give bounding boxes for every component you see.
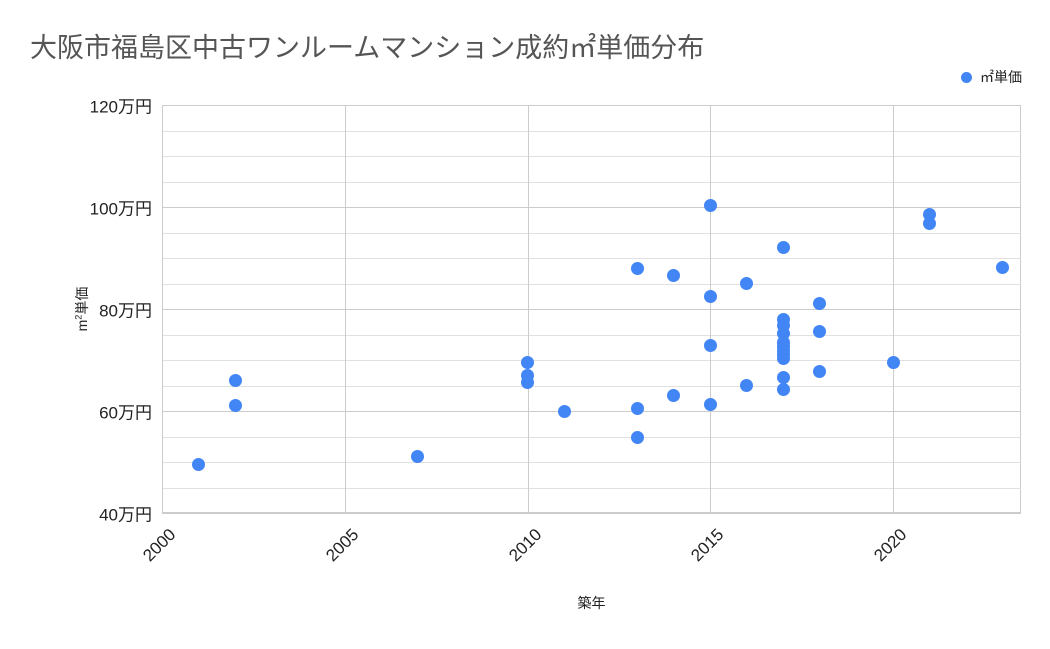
gridline-horizontal [162, 513, 1021, 514]
gridline-horizontal [162, 284, 1021, 285]
data-point[interactable] [630, 431, 644, 445]
data-point[interactable] [667, 389, 681, 403]
data-point[interactable] [813, 297, 827, 311]
data-point[interactable] [740, 379, 754, 392]
data-point[interactable] [667, 269, 681, 283]
gridline-vertical [528, 105, 529, 513]
x-axis-tick-label: 2015 [687, 525, 728, 566]
data-point[interactable] [996, 260, 1010, 274]
gridline-vertical [345, 105, 346, 513]
gridline-horizontal [162, 488, 1021, 489]
data-point[interactable] [630, 401, 644, 415]
x-axis-tick-label: 2005 [322, 525, 363, 566]
data-point[interactable] [557, 404, 571, 418]
data-point[interactable] [703, 199, 717, 213]
gridline-horizontal [162, 156, 1021, 157]
data-point[interactable] [776, 241, 790, 255]
data-point[interactable] [411, 450, 425, 464]
gridline-horizontal [162, 335, 1021, 336]
data-point[interactable] [886, 356, 900, 370]
data-point[interactable] [776, 383, 790, 397]
data-point[interactable] [228, 373, 242, 387]
gridline-horizontal [162, 386, 1021, 387]
x-axis-tick-label: 2000 [139, 525, 180, 566]
x-axis-tick-label: 2010 [504, 525, 545, 566]
data-point[interactable] [703, 397, 717, 411]
data-point[interactable] [630, 261, 644, 275]
x-axis-tick-label: 2020 [870, 525, 911, 566]
data-point[interactable] [740, 277, 754, 290]
y-axis-tick-label: 120万円 [89, 97, 152, 117]
gridline-vertical [893, 105, 894, 513]
data-point[interactable] [521, 376, 535, 390]
gridline-horizontal [162, 360, 1021, 361]
data-point[interactable] [703, 289, 717, 303]
y-axis-tick-label: 80万円 [99, 301, 152, 321]
gridline-horizontal [162, 207, 1021, 208]
data-point[interactable] [192, 458, 206, 472]
data-point[interactable] [703, 339, 717, 353]
chart-title: 大阪市福島区中古ワンルームマンション成約㎡単価分布 [30, 33, 705, 63]
data-point[interactable] [776, 371, 790, 385]
y-axis-tick-label: 40万円 [99, 505, 152, 525]
gridline-horizontal [162, 182, 1021, 183]
legend-label: ㎡単価 [980, 69, 1022, 85]
gridline-horizontal [162, 233, 1021, 234]
gridline-horizontal [162, 462, 1021, 463]
gridline-horizontal [162, 105, 1021, 106]
chart-legend: ㎡単価 [961, 68, 1022, 86]
gridline-vertical [710, 105, 711, 513]
gridline-horizontal [162, 258, 1021, 259]
gridline-horizontal [162, 437, 1021, 438]
y-axis-tick-label: 60万円 [99, 403, 152, 423]
y-axis-title: m2単価 [73, 286, 90, 332]
data-point[interactable] [776, 352, 790, 366]
gridline-horizontal [162, 411, 1021, 412]
gridline-vertical [162, 105, 163, 513]
data-point[interactable] [228, 399, 242, 413]
data-point[interactable] [813, 364, 827, 378]
gridline-horizontal [162, 309, 1021, 310]
data-point[interactable] [923, 216, 937, 230]
x-axis-title: 築年 [577, 595, 606, 611]
y-axis-tick-label: 100万円 [89, 199, 152, 219]
legend-marker-icon [961, 71, 972, 83]
data-point[interactable] [521, 356, 535, 370]
gridline-horizontal [162, 131, 1021, 132]
data-point[interactable] [813, 325, 827, 339]
